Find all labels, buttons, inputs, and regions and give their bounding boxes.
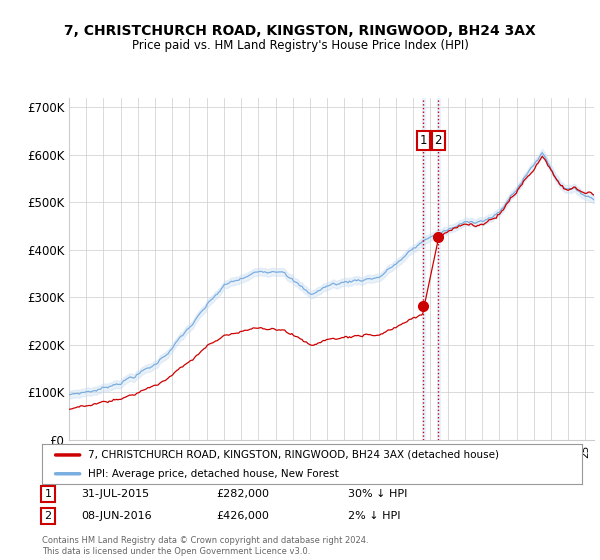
Text: £426,000: £426,000 — [216, 511, 269, 521]
Text: Price paid vs. HM Land Registry's House Price Index (HPI): Price paid vs. HM Land Registry's House … — [131, 39, 469, 52]
Text: 1: 1 — [419, 134, 427, 147]
Text: 2: 2 — [44, 511, 52, 521]
Text: 1: 1 — [44, 489, 52, 499]
Text: 31-JUL-2015: 31-JUL-2015 — [81, 489, 149, 499]
Text: 08-JUN-2016: 08-JUN-2016 — [81, 511, 152, 521]
Bar — [422, 98, 425, 440]
Text: HPI: Average price, detached house, New Forest: HPI: Average price, detached house, New … — [88, 469, 338, 479]
Text: 30% ↓ HPI: 30% ↓ HPI — [348, 489, 407, 499]
Text: 2% ↓ HPI: 2% ↓ HPI — [348, 511, 401, 521]
Bar — [437, 98, 440, 440]
Text: 7, CHRISTCHURCH ROAD, KINGSTON, RINGWOOD, BH24 3AX: 7, CHRISTCHURCH ROAD, KINGSTON, RINGWOOD… — [64, 24, 536, 38]
Text: £282,000: £282,000 — [216, 489, 269, 499]
Text: 7, CHRISTCHURCH ROAD, KINGSTON, RINGWOOD, BH24 3AX (detached house): 7, CHRISTCHURCH ROAD, KINGSTON, RINGWOOD… — [88, 450, 499, 460]
Text: 2: 2 — [434, 134, 442, 147]
Text: Contains HM Land Registry data © Crown copyright and database right 2024.
This d: Contains HM Land Registry data © Crown c… — [42, 536, 368, 556]
